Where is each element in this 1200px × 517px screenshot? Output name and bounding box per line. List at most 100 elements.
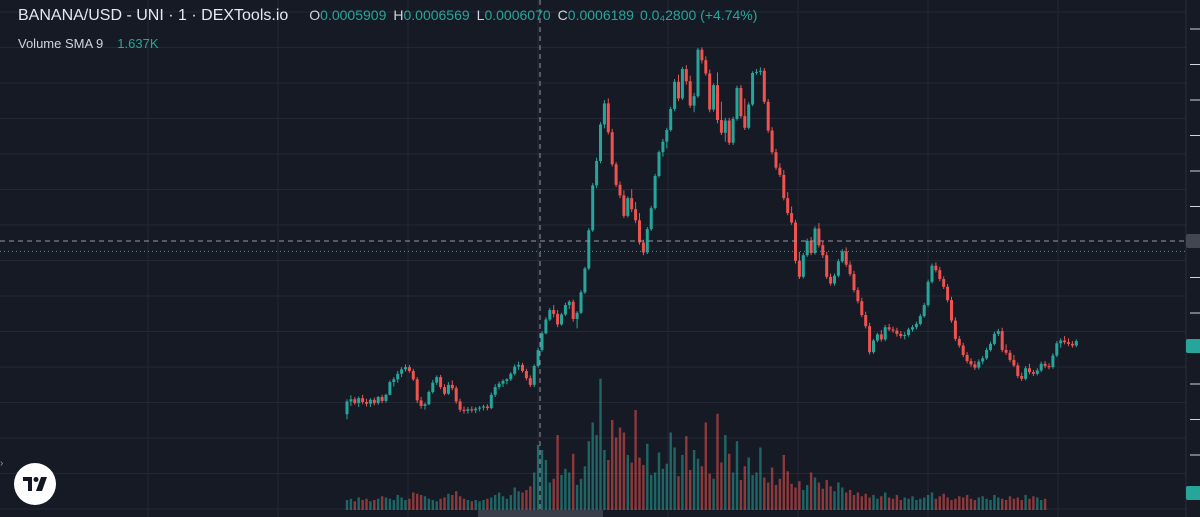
- volume-bar: [447, 493, 450, 510]
- volume-bar: [743, 466, 746, 510]
- candle-body: [758, 70, 762, 72]
- collapse-arrow-icon[interactable]: ›: [0, 458, 4, 469]
- volume-bar: [1028, 498, 1031, 510]
- candle-body: [532, 366, 536, 385]
- candle-body: [376, 397, 380, 404]
- volume-bar: [591, 422, 594, 510]
- candle-body: [435, 377, 439, 383]
- candle-body: [868, 326, 872, 353]
- volume-bar: [926, 495, 930, 510]
- candle-body: [794, 222, 797, 261]
- candle-body: [446, 384, 450, 394]
- volume-bar: [630, 462, 633, 510]
- volume-bar: [802, 490, 805, 510]
- candle-body: [680, 69, 684, 99]
- volume-bar: [673, 447, 676, 510]
- volume-bar: [642, 465, 645, 510]
- candle-body: [731, 118, 735, 143]
- candle-body: [844, 251, 848, 265]
- candle-body: [821, 245, 825, 256]
- volume-bar: [392, 500, 395, 510]
- volume-bar: [942, 493, 945, 510]
- candle-body: [622, 195, 626, 216]
- candle-body: [404, 367, 407, 370]
- candle-body: [493, 387, 497, 395]
- volume-bar: [1024, 495, 1027, 510]
- candle-body: [423, 404, 427, 406]
- volume-bar: [661, 468, 665, 510]
- candle-body: [934, 265, 938, 271]
- volume-bar: [474, 500, 477, 510]
- symbol-title[interactable]: BANANA/USD - UNI · 1 · DEXTools.io: [18, 7, 289, 24]
- volume-bar: [930, 492, 934, 510]
- candle-body: [1055, 343, 1059, 356]
- candle-body: [833, 275, 836, 284]
- volume-bar: [599, 378, 602, 510]
- volume-bar: [685, 436, 688, 510]
- tradingview-logo-icon[interactable]: [14, 463, 56, 505]
- volume-bar: [739, 480, 743, 510]
- volume-bar: [540, 450, 544, 510]
- volume-bar: [934, 498, 938, 510]
- candle-body: [879, 334, 883, 340]
- volume-bar: [700, 466, 704, 510]
- volume-bar: [1032, 496, 1035, 510]
- volume-bar: [423, 496, 427, 510]
- volume-bar: [735, 441, 739, 510]
- volume-bar: [868, 497, 871, 510]
- candle-body: [774, 152, 778, 168]
- candle-body: [751, 72, 755, 105]
- volume-bar: [357, 497, 360, 510]
- candle-body: [992, 333, 996, 344]
- volume-bar: [505, 498, 509, 510]
- candle-body: [883, 327, 887, 340]
- candle-body: [801, 255, 805, 277]
- candle-body: [602, 103, 606, 125]
- candle-body: [1024, 368, 1028, 379]
- volume-bar: [696, 458, 700, 510]
- candle-body: [688, 81, 692, 106]
- time-scrollbar[interactable]: [478, 510, 603, 517]
- candle-body: [1020, 375, 1024, 379]
- candle-body: [1059, 340, 1063, 344]
- candle-body: [669, 108, 673, 130]
- candle-body: [790, 213, 794, 223]
- volume-bar: [848, 490, 852, 510]
- volume-bar: [876, 498, 879, 510]
- volume-bar: [462, 498, 466, 510]
- candle-body: [552, 310, 556, 314]
- candle-body: [606, 103, 610, 133]
- candle-body: [392, 379, 396, 383]
- volume-bar: [490, 497, 493, 510]
- candle-body: [657, 152, 661, 176]
- candle-body: [712, 85, 716, 110]
- volume-bar: [443, 497, 446, 510]
- volume-bar: [884, 492, 887, 510]
- volume-bar: [646, 443, 649, 510]
- volume-bar: [416, 493, 419, 510]
- volume-bar: [806, 485, 809, 510]
- candle-body: [470, 409, 474, 411]
- volume-bar: [455, 491, 458, 510]
- volume-legend[interactable]: Volume SMA 9 1.637K: [18, 36, 158, 51]
- candle-body: [419, 400, 423, 406]
- volume-bar: [572, 453, 575, 510]
- volume-bar: [821, 488, 824, 510]
- volume-bar: [767, 482, 770, 510]
- candle-body: [517, 364, 521, 367]
- volume-bar: [384, 497, 388, 510]
- candle-body: [809, 240, 813, 253]
- volume-bar: [915, 500, 918, 510]
- candle-body: [996, 331, 1000, 334]
- candle-body: [415, 379, 419, 401]
- candle-body: [630, 198, 634, 210]
- volume-bar: [954, 498, 957, 510]
- volume-bar: [579, 478, 583, 510]
- volume-bar: [720, 462, 723, 510]
- volume-bar: [353, 501, 356, 510]
- candle-body: [521, 364, 524, 372]
- volume-bar: [369, 501, 372, 510]
- candle-body: [384, 394, 388, 401]
